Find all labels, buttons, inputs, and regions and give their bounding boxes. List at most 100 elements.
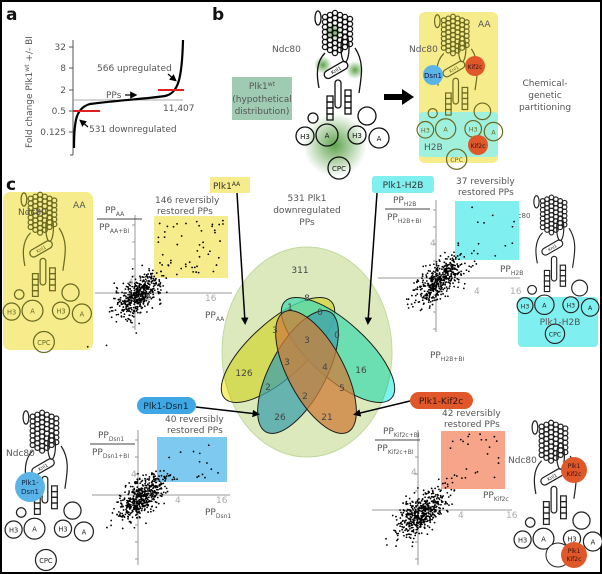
a-label: A <box>591 538 596 546</box>
scatter-point <box>127 310 130 313</box>
scatter-point <box>421 287 423 290</box>
scatter-point <box>148 499 151 502</box>
scatter-point <box>461 477 463 480</box>
scatter-point <box>504 244 507 247</box>
scatter-point <box>411 541 414 544</box>
scatter-point <box>437 294 440 296</box>
scatter-point <box>144 278 147 281</box>
scatter-point <box>144 484 147 487</box>
scatter-point <box>134 298 136 301</box>
scatter-point <box>410 516 413 519</box>
scatter-point <box>428 299 430 302</box>
scatter-point <box>148 475 151 478</box>
scatter-point <box>212 270 215 273</box>
stem-block <box>542 518 550 526</box>
scatter-point <box>428 307 431 309</box>
scatter-point <box>407 529 410 532</box>
scatter-point <box>427 511 430 514</box>
scatter-point <box>425 513 427 516</box>
scatter-point <box>411 526 414 529</box>
scatter-point <box>453 276 456 279</box>
scatter-point <box>437 485 439 488</box>
scatter-point <box>416 279 419 281</box>
scatter-point <box>405 298 408 301</box>
scatter-point <box>158 278 161 281</box>
scatter-point <box>446 485 449 488</box>
scatter-point <box>161 274 163 277</box>
scatter-point <box>191 266 193 269</box>
tag-plk1-aa: Plk1AA <box>213 181 241 192</box>
scatter-point <box>117 511 120 513</box>
scatter-point <box>458 271 460 274</box>
scatter-point <box>129 497 132 500</box>
stem-block <box>48 284 56 292</box>
scatter-point <box>429 285 432 288</box>
scatter-point <box>165 475 168 478</box>
scatter-point <box>201 473 204 476</box>
scatter-point <box>429 286 432 289</box>
ndc80-subunit <box>463 42 470 49</box>
scatter-point <box>135 285 138 287</box>
scatter-point <box>195 220 198 223</box>
scatter-point <box>447 278 450 280</box>
scatter-point <box>435 264 438 267</box>
scatter-point <box>145 522 147 525</box>
y-tick-label: 0.5 <box>52 107 66 117</box>
a-label: A <box>32 526 37 534</box>
scatter-point <box>444 503 446 505</box>
scatter-point <box>160 495 163 498</box>
arrow-aa <box>236 192 249 325</box>
scatter-point <box>137 499 140 502</box>
plk1-kif2c-cpc-label2: Kif2c <box>567 556 582 563</box>
scatter-point <box>153 490 156 492</box>
scatter-point <box>446 295 449 298</box>
scatter-point <box>133 526 136 529</box>
cpc-label: CPC <box>450 156 463 164</box>
scatter-point <box>449 261 452 264</box>
restored-label: restored PPs <box>167 426 223 436</box>
scatter-point <box>148 482 151 484</box>
scatter-point <box>141 296 144 298</box>
scatter-point <box>125 509 128 512</box>
scatter-point <box>119 296 122 299</box>
scatter-point <box>157 478 160 481</box>
linker <box>473 102 492 121</box>
y-axis-label: Fold change Plk1wt +/- BI <box>24 36 35 148</box>
scatter-point <box>116 513 118 516</box>
scatter-point <box>159 483 162 486</box>
scatter-point <box>154 484 157 487</box>
scatter-point <box>153 284 156 287</box>
scatter-point <box>395 532 398 535</box>
scatter-point <box>198 243 201 246</box>
scatter-point <box>127 502 129 504</box>
h3-label: H3 <box>469 126 478 134</box>
scatter-point <box>451 257 454 260</box>
linker <box>427 108 438 119</box>
scatter-point <box>423 506 426 508</box>
scatter-point <box>169 261 172 264</box>
scatter-point <box>163 502 166 505</box>
scatter-point <box>126 305 129 308</box>
scatter-point <box>132 310 135 313</box>
scatter-point <box>138 516 141 518</box>
scatter-point <box>165 277 168 279</box>
kif2c-circle <box>465 56 485 76</box>
scatter-point <box>158 475 160 478</box>
scatter-point <box>145 495 148 498</box>
scatter-point <box>130 281 133 284</box>
y-tick-label: 4 <box>411 468 417 478</box>
scatter-point <box>412 522 415 524</box>
scatter-point <box>132 297 135 300</box>
scatter-point <box>399 509 401 512</box>
scatter-point <box>431 300 434 302</box>
a-circle <box>434 118 457 140</box>
ndc80-subunit <box>346 40 354 48</box>
scatter-point <box>108 310 111 313</box>
scatter-point <box>411 305 414 308</box>
scatter-point <box>148 479 150 481</box>
scatter-point <box>149 288 152 291</box>
scatter-point <box>133 287 136 290</box>
scatter-point <box>131 321 133 324</box>
scatter-point <box>155 481 158 484</box>
scatter-point <box>141 499 143 501</box>
